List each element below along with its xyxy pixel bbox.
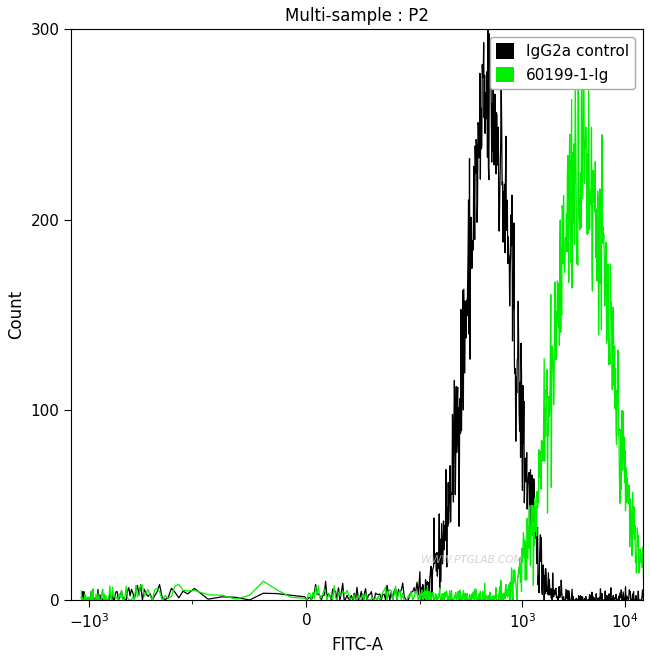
Line: 60199-1-Ig: 60199-1-Ig xyxy=(81,56,650,600)
60199-1-Ig xyxy=(503,592,511,600)
IgG2a control xyxy=(77,594,85,602)
IgG2a control xyxy=(627,596,634,604)
Y-axis label: Count: Count xyxy=(7,290,25,339)
IgG2a control xyxy=(519,439,527,447)
60199-1-Ig xyxy=(78,596,86,604)
Text: WWW.PTGLAB.COM: WWW.PTGLAB.COM xyxy=(421,555,522,565)
Legend: IgG2a control, 60199-1-Ig: IgG2a control, 60199-1-Ig xyxy=(489,37,636,89)
X-axis label: FITC-A: FITC-A xyxy=(332,636,384,654)
Line: IgG2a control: IgG2a control xyxy=(81,0,650,600)
IgG2a control xyxy=(232,594,240,602)
60199-1-Ig xyxy=(232,595,240,603)
60199-1-Ig xyxy=(627,495,634,503)
Title: Multi-sample : P2: Multi-sample : P2 xyxy=(285,7,429,25)
60199-1-Ig xyxy=(590,182,598,190)
60199-1-Ig xyxy=(649,580,650,588)
60199-1-Ig xyxy=(519,549,526,557)
60199-1-Ig xyxy=(77,587,85,595)
IgG2a control xyxy=(590,596,598,604)
IgG2a control xyxy=(504,260,512,268)
60199-1-Ig xyxy=(578,52,586,59)
IgG2a control xyxy=(78,596,86,604)
IgG2a control xyxy=(649,596,650,604)
